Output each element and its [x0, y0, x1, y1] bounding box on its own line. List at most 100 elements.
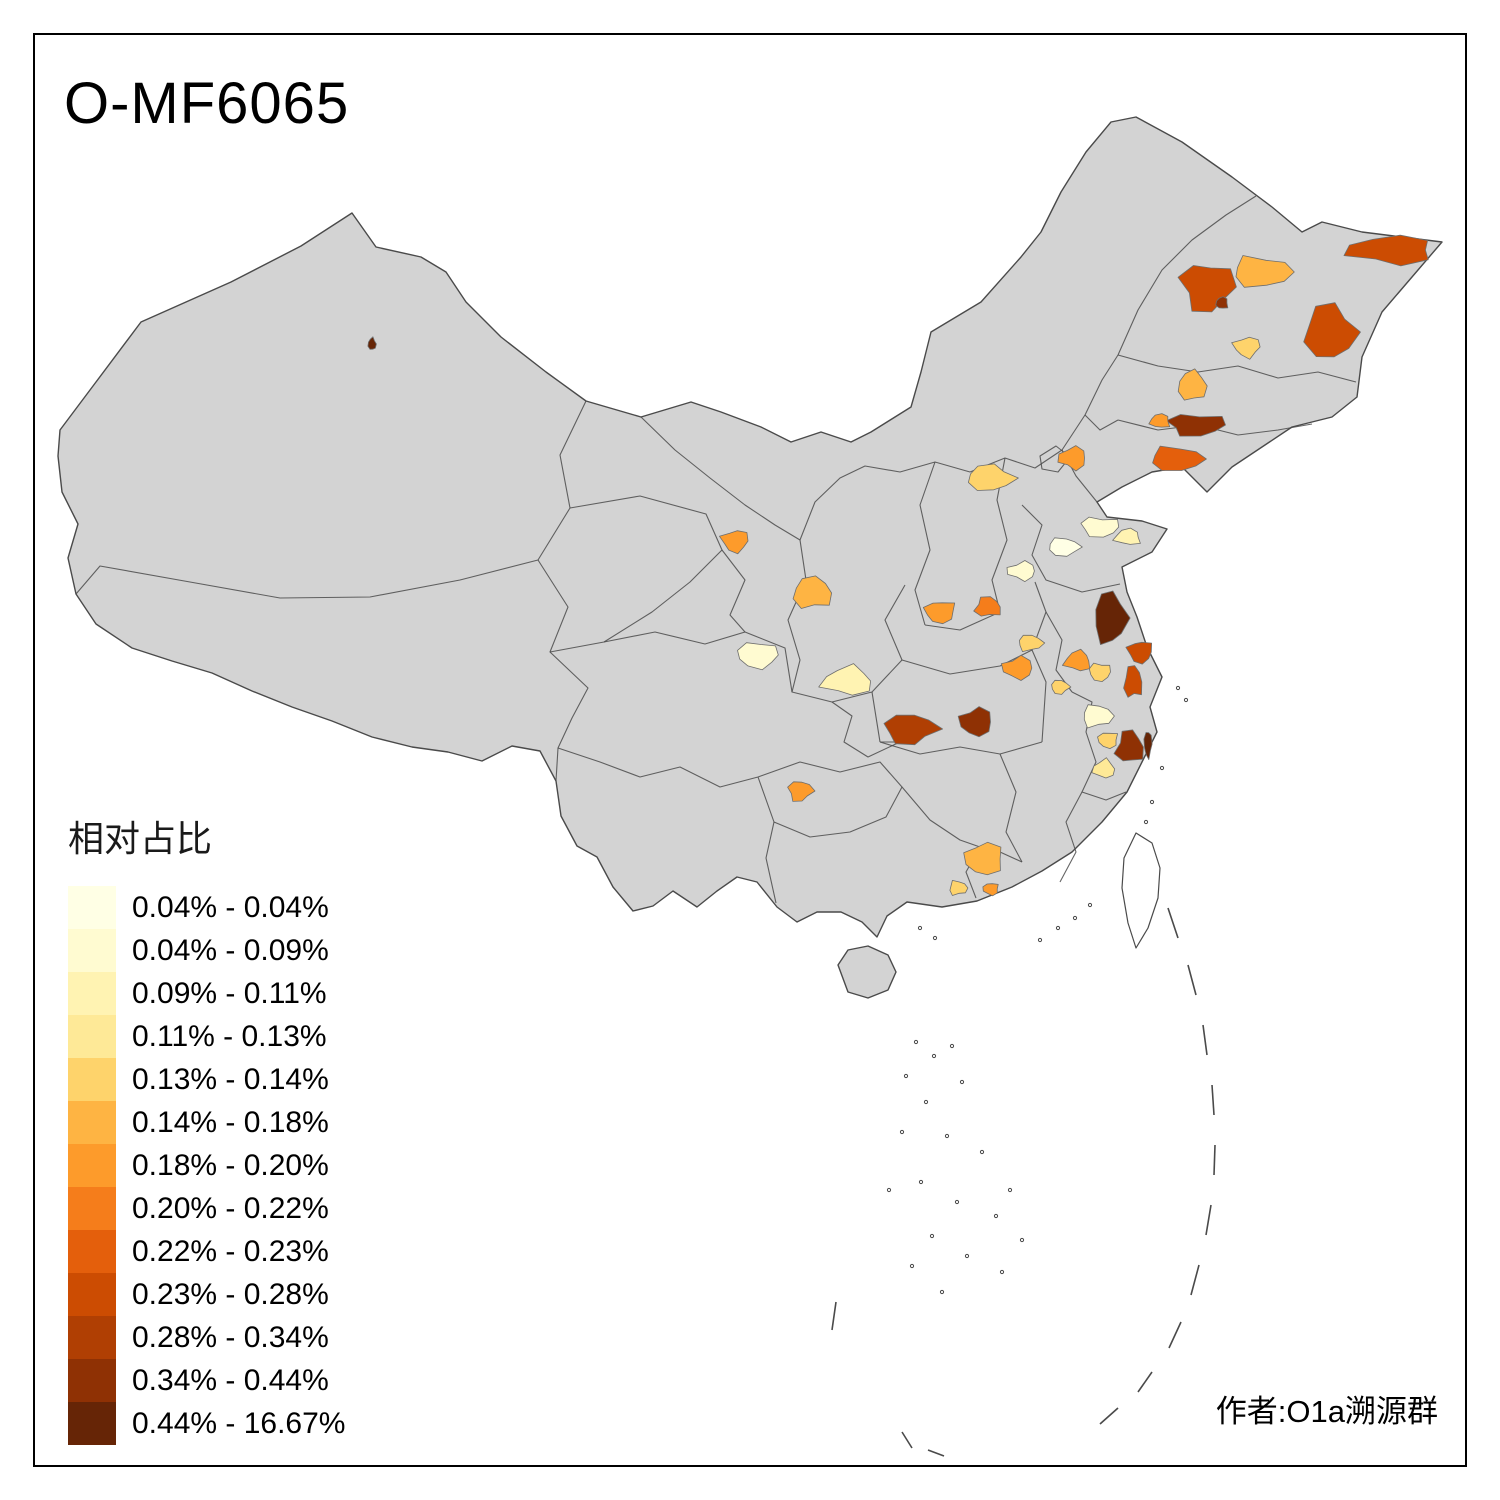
province-boundary [924, 611, 1001, 631]
province-boundaries [75, 195, 1357, 904]
province-boundary [879, 741, 1043, 755]
islet [929, 1233, 935, 1239]
legend-label: 0.44% - 16.67% [132, 1406, 346, 1440]
province-boundary [557, 747, 903, 838]
legend-items: 0.04% - 0.04% 0.04% - 0.09% 0.09% - 0.11% 0… [68, 886, 345, 1445]
legend-swatch [68, 1402, 116, 1445]
map-region [883, 714, 943, 746]
taiwan-island [1121, 832, 1161, 949]
nine-dash-segment [1202, 1024, 1208, 1056]
province-boundary [1117, 354, 1357, 383]
map-region [1112, 527, 1141, 545]
south-china-sea-islets [886, 685, 1189, 1295]
legend-item: 0.20% - 0.22% [68, 1187, 345, 1230]
map-region [1123, 665, 1143, 698]
map-region [787, 781, 816, 802]
legend-swatch [68, 1058, 116, 1101]
map-region [719, 530, 749, 555]
islet [1159, 765, 1165, 771]
nine-dash-segment [1137, 1371, 1153, 1393]
legend-swatch [68, 1015, 116, 1058]
province-boundary [1117, 419, 1313, 436]
page-title: O-MF6065 [64, 71, 350, 136]
islet [918, 1179, 924, 1185]
map-region [1143, 732, 1153, 760]
nine-dash-segment [1099, 1407, 1119, 1425]
mainland-outline [57, 116, 1443, 938]
islet [1183, 697, 1189, 703]
map-region [1215, 296, 1229, 309]
map-region [1019, 634, 1046, 652]
nine-dash-segment [901, 1431, 913, 1449]
islet [1072, 915, 1078, 921]
legend-label: 0.23% - 0.28% [132, 1277, 329, 1311]
islet [954, 1199, 960, 1205]
legend-label: 0.20% - 0.22% [132, 1191, 329, 1225]
map-region [1001, 654, 1033, 681]
islet [999, 1269, 1005, 1275]
legend-item: 0.04% - 0.04% [68, 886, 345, 929]
map-region [1049, 537, 1083, 557]
province-boundary [1031, 649, 1047, 743]
legend-swatch [68, 1144, 116, 1187]
legend-item: 0.34% - 0.44% [68, 1359, 345, 1402]
legend-swatch [68, 972, 116, 1015]
islet [923, 1099, 929, 1105]
map-region [1006, 560, 1035, 582]
map-region [1165, 414, 1226, 437]
islet [939, 1289, 945, 1295]
legend-swatch [68, 886, 116, 929]
map-region [1113, 729, 1144, 762]
province-boundary [549, 495, 723, 653]
map-region [1088, 662, 1111, 682]
legend-title: 相对占比 [68, 818, 213, 859]
islet [1087, 902, 1093, 908]
legend-item: 0.14% - 0.18% [68, 1101, 345, 1144]
province-boundary [999, 753, 1023, 863]
legend-label: 0.28% - 0.34% [132, 1320, 329, 1354]
province-boundary [1059, 791, 1083, 883]
nine-dash-segment [1167, 907, 1179, 939]
legend-swatch [68, 929, 116, 972]
nine-dash-segment [1205, 1204, 1212, 1236]
map-region [1125, 641, 1152, 665]
map-region [968, 463, 1019, 491]
islet [913, 1039, 919, 1045]
province-boundary [1084, 414, 1119, 431]
islet [1149, 799, 1155, 805]
nine-dash-segment [1187, 964, 1197, 996]
map-region [1177, 368, 1208, 401]
map-region [1148, 413, 1171, 428]
islet [917, 925, 923, 931]
map-region [973, 596, 1001, 617]
province-boundary [884, 581, 1047, 675]
legend-item: 0.04% - 0.09% [68, 929, 345, 972]
islet [903, 1073, 909, 1079]
map-region [1080, 516, 1120, 538]
legend-label: 0.04% - 0.04% [132, 890, 329, 924]
nine-dash-segment [1168, 1321, 1182, 1349]
islet [959, 1079, 965, 1085]
map-region [1152, 445, 1207, 471]
nine-dash-line [831, 907, 1216, 1457]
islet [931, 1053, 937, 1059]
legend-item: 0.22% - 0.23% [68, 1230, 345, 1273]
map-region [982, 883, 999, 897]
legend-item: 0.18% - 0.20% [68, 1144, 345, 1187]
legend-label: 0.18% - 0.20% [132, 1148, 329, 1182]
islet [1175, 685, 1181, 691]
islet [993, 1213, 999, 1219]
province-boundary [871, 691, 881, 743]
islet [944, 1133, 950, 1139]
islet [1019, 1237, 1025, 1243]
legend-swatch [68, 1316, 116, 1359]
legend-label: 0.13% - 0.14% [132, 1062, 329, 1096]
legend-label: 0.22% - 0.23% [132, 1234, 329, 1268]
nine-dash-segment [1213, 1144, 1216, 1176]
legend-item: 0.13% - 0.14% [68, 1058, 345, 1101]
legend-swatch [68, 1230, 116, 1273]
islet [886, 1187, 892, 1193]
legend-label: 0.09% - 0.11% [132, 976, 327, 1010]
